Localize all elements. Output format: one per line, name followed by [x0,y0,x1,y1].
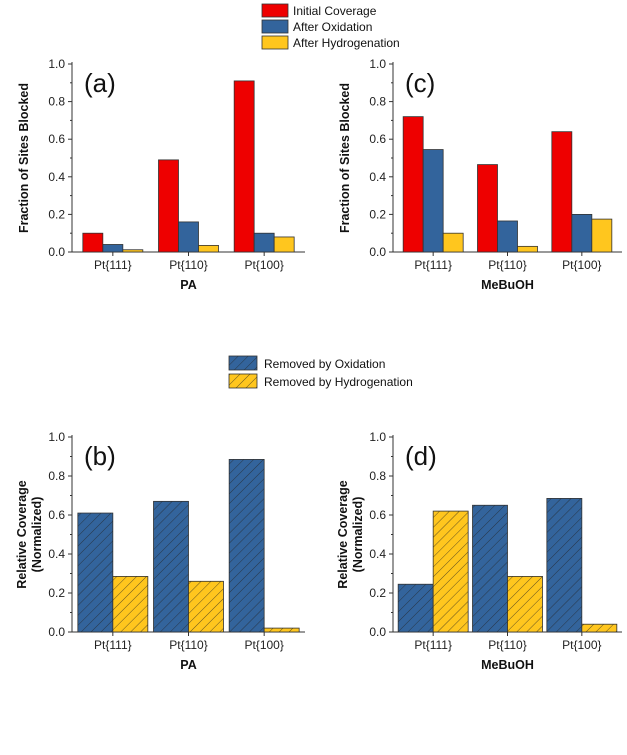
panel-c: 0.0 0.2 0.4 0.6 0.8 1.0 Fraction of Sites Bloc… [338,57,622,292]
bar-hatch [507,576,543,632]
bar [273,236,295,253]
bar-hatch [229,459,265,632]
y-tick-label: 0.6 [369,132,386,146]
panel-a: 0.0 0.2 0.4 0.6 0.8 1.0 Fraction of Sites Bloc… [17,57,305,292]
y-tick-label: 0.6 [369,508,386,522]
bar [591,218,613,253]
x-axis-label: PA [180,658,196,672]
bar [571,213,593,253]
bar-hatch [188,581,224,632]
y-tick-label: 0.4 [369,170,386,184]
y-tick-label: 1.0 [369,430,386,444]
bar [422,149,444,253]
bar [497,220,518,253]
panel-b: 0.0 0.2 0.4 0.6 0.8 1.0 Relative Coverage(Norm… [15,430,305,672]
bar [233,80,255,253]
y-tick-label: 0.2 [48,207,65,221]
legend-swatch [228,373,258,389]
legend-label: After Oxidation [293,20,372,34]
bar [178,221,199,253]
y-axis-label: Fraction of Sites Blocked [17,83,31,233]
x-axis-label: MeBuOH [481,278,534,292]
x-tick-label: Pt{111} [414,258,452,272]
y-tick-label: 1.0 [369,57,386,71]
y-axis-label-line: Relative Coverage [336,480,350,588]
x-tick-label: Pt{110} [169,638,207,652]
bar-hatch [112,576,148,632]
x-tick-label: Pt{111} [94,638,132,652]
legend-swatch [261,19,289,34]
y-axis-label-line: (Normalized) [351,497,365,573]
x-tick-label: Pt{110} [488,258,526,272]
bar [253,232,275,253]
legend-swatch [261,3,289,18]
y-tick-label: 0.2 [48,586,65,600]
y-axis-label: Relative Coverage(Normalized) [336,480,365,588]
x-tick-label: Pt{100} [244,638,283,652]
x-tick-label: Pt{111} [94,258,132,272]
bar [82,232,104,253]
y-axis-label: Fraction of Sites Blocked [338,83,352,233]
x-tick-label: Pt{100} [244,258,283,272]
bar-hatch [581,624,617,632]
bar-hatch [264,628,300,632]
legend-label: Removed by Hydrogenation [264,375,413,389]
legend-swatch [261,35,289,50]
y-tick-label: 0.4 [48,547,65,561]
y-tick-label: 1.0 [48,57,65,71]
y-axis-label: Relative Coverage(Normalized) [15,480,44,588]
x-axis-label: PA [180,278,196,292]
x-axis-label: MeBuOH [481,658,534,672]
y-tick-label: 0.6 [48,132,65,146]
bar [477,164,498,253]
x-tick-label: Pt{100} [562,638,601,652]
y-tick-label: 1.0 [48,430,65,444]
legend-label: Initial Coverage [293,4,377,18]
y-tick-label: 0.4 [48,170,65,184]
y-tick-label: 0.2 [369,586,386,600]
x-tick-label: Pt{111} [414,638,452,652]
bar-hatch [546,498,582,632]
y-tick-label: 0.8 [369,95,386,109]
bar-hatch [472,505,508,632]
bar [517,245,538,253]
x-tick-label: Pt{110} [488,638,526,652]
y-tick-label: 0.4 [369,547,386,561]
bar [102,244,124,253]
panel-label: (a) [84,68,116,98]
panel-label: (b) [84,441,116,471]
x-tick-label: Pt{100} [562,258,601,272]
y-tick-label: 0.2 [369,207,386,221]
bar-hatch [153,501,189,632]
bar [158,159,179,253]
y-tick-label: 0.0 [369,625,386,639]
bar [551,131,573,253]
y-tick-label: 0.0 [369,245,386,259]
x-tick-label: Pt{110} [169,258,207,272]
legend-label: After Hydrogenation [293,36,400,50]
y-axis-label-line: Relative Coverage [15,480,29,588]
y-axis-label-line: (Normalized) [30,497,44,573]
bar [198,245,219,253]
panel-label: (d) [405,441,437,471]
bar [442,232,464,253]
y-tick-label: 0.0 [48,625,65,639]
y-tick-label: 0.8 [369,469,386,483]
bar-hatch [433,511,469,632]
y-tick-label: 0.0 [48,245,65,259]
bar-hatch [398,584,434,632]
bar-hatch [77,513,113,632]
panel-d: 0.0 0.2 0.4 0.6 0.8 1.0 Relative Coverage(Norm… [336,430,622,672]
y-tick-label: 0.6 [48,508,65,522]
y-tick-label: 0.8 [48,469,65,483]
bar [402,116,424,253]
legend-swatch [228,355,258,371]
bar [122,249,144,253]
legend-label: Removed by Oxidation [264,357,385,371]
panel-label: (c) [405,68,435,98]
y-tick-label: 0.8 [48,95,65,109]
